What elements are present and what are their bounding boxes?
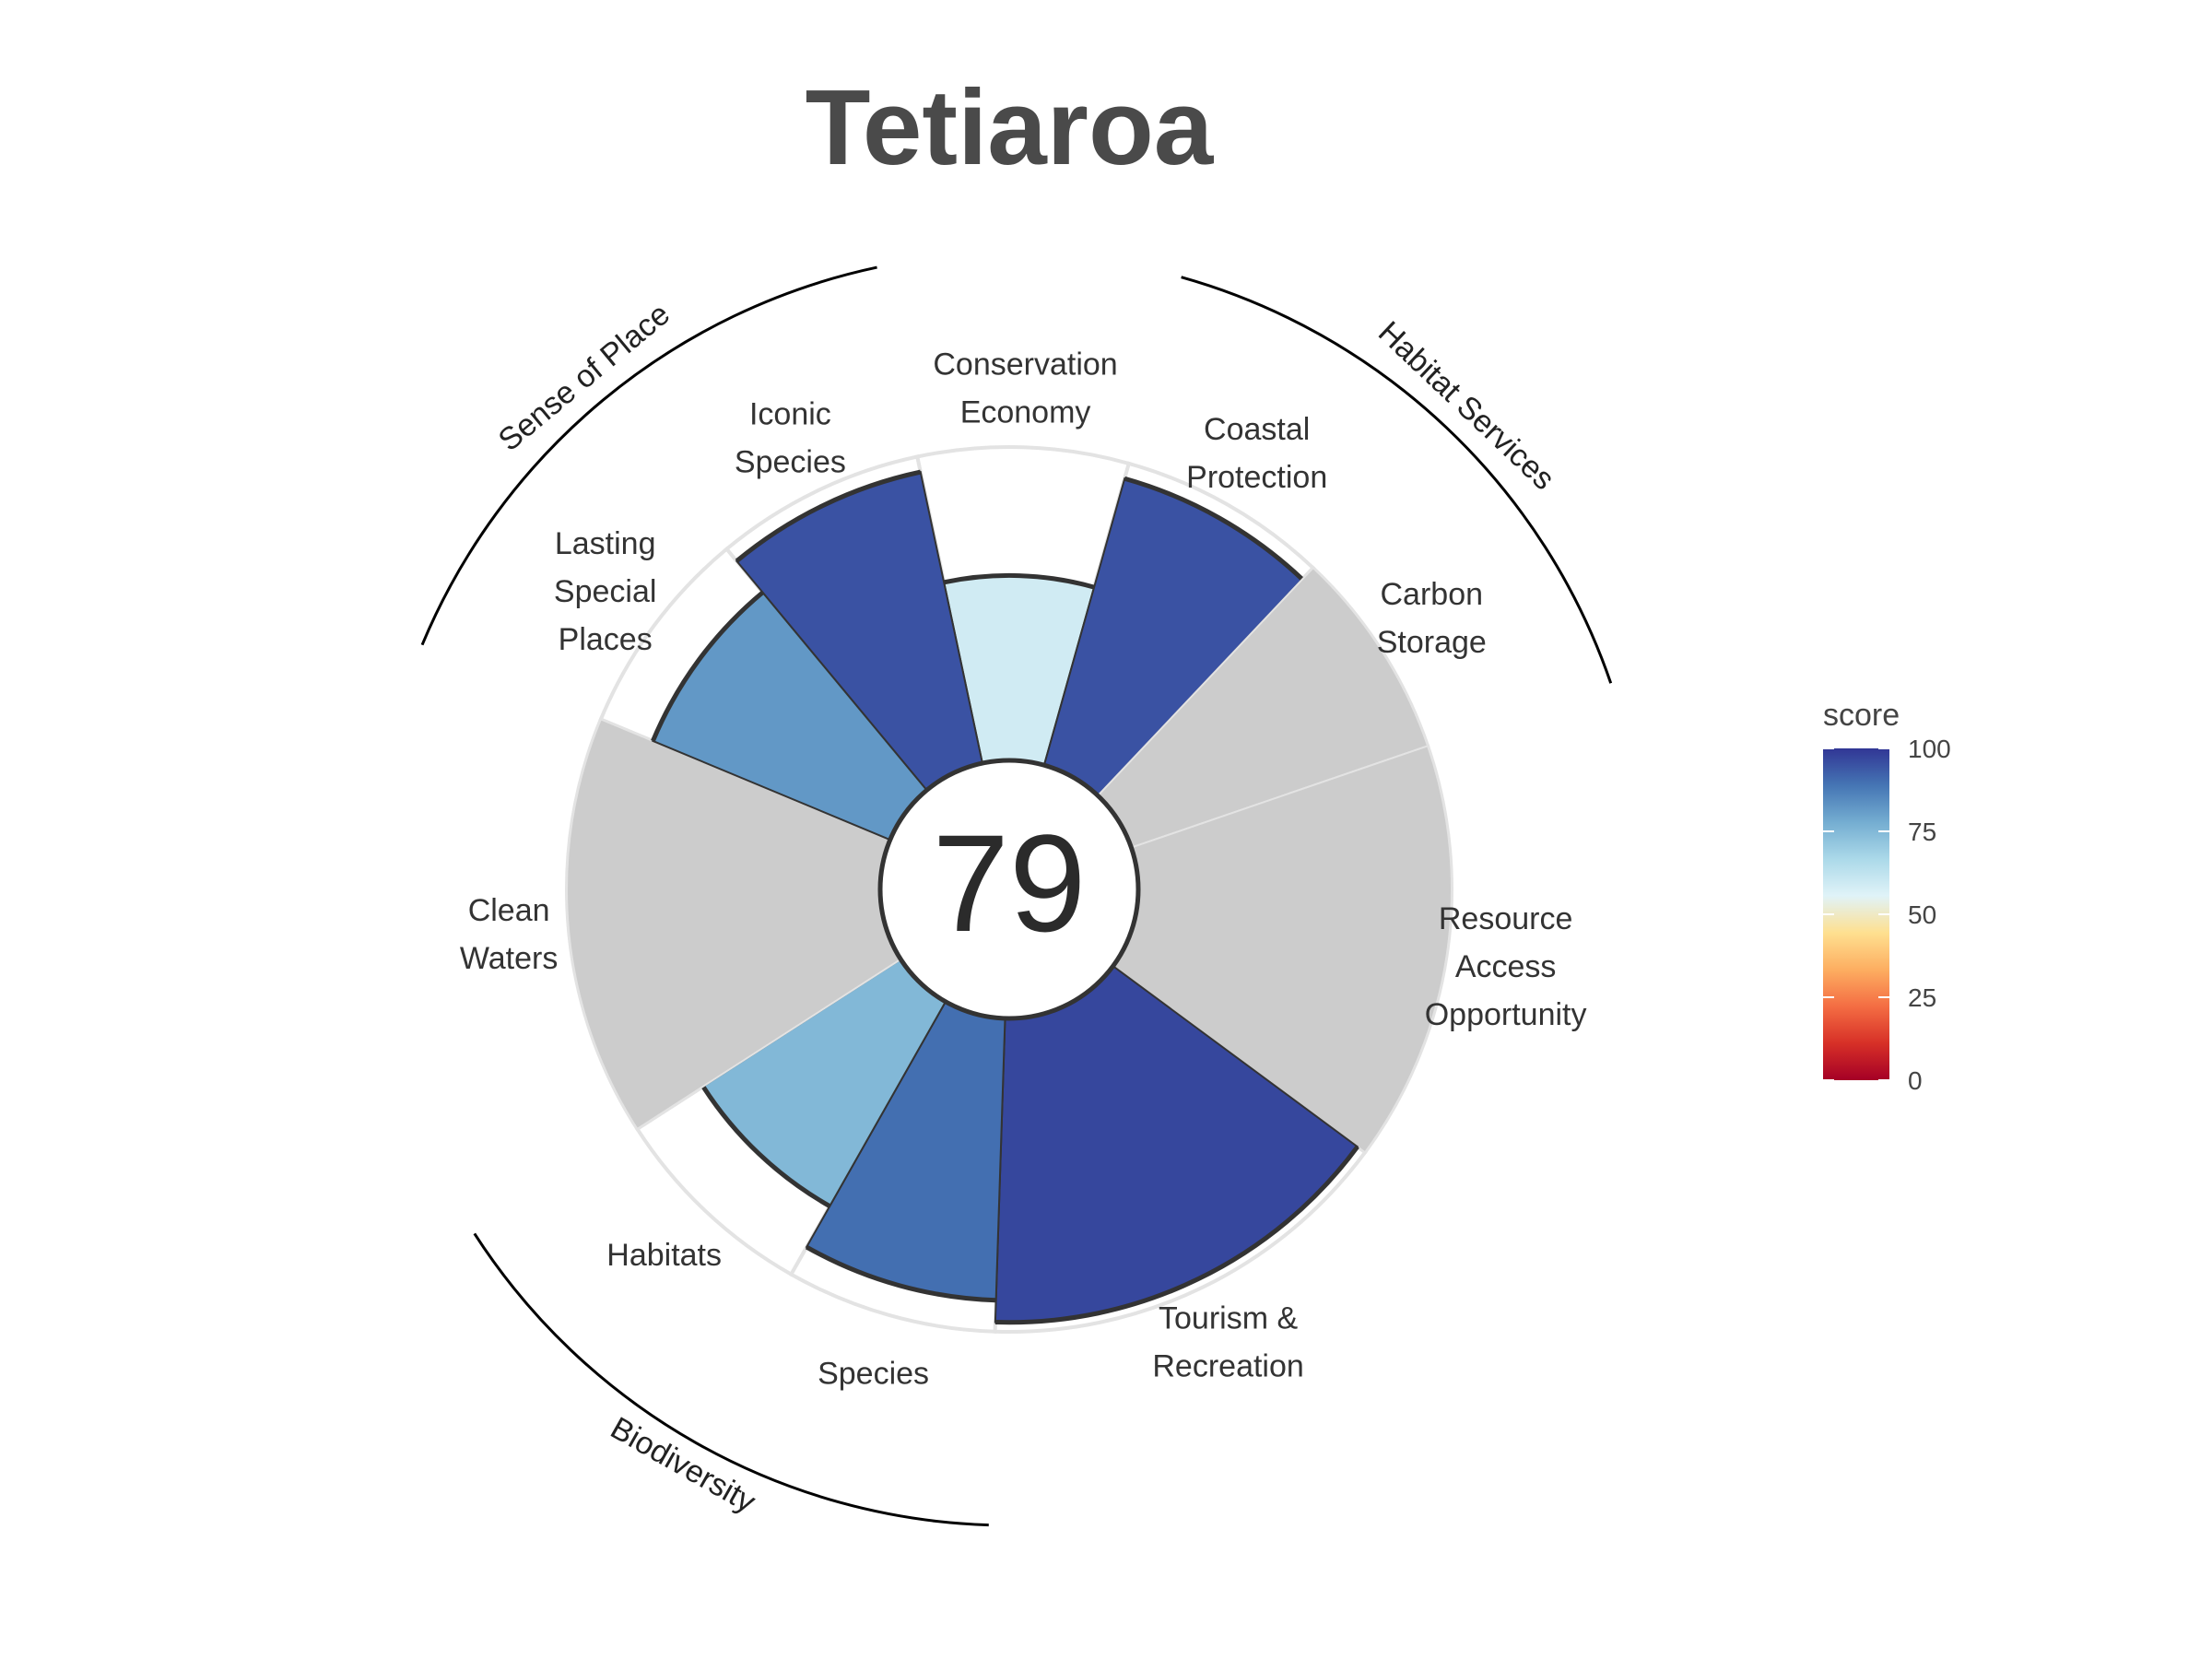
- legend-title: score: [1823, 698, 1900, 733]
- group-label-0: Sense of Place: [492, 297, 677, 458]
- center-circle: [877, 758, 1141, 1021]
- goal-label-1: Coastal Protection: [1186, 412, 1327, 495]
- color-legend: score 100 75 50 25 0: [1823, 698, 1951, 1095]
- legend-tick-2: 50: [1908, 900, 1936, 929]
- goal-label-layer: Conservation Economy Coastal Protection Carb…: [460, 347, 1587, 1391]
- petal-outline-8: [651, 590, 765, 742]
- petal-outline-9: [735, 469, 922, 563]
- group-arc-2: [473, 1232, 989, 1527]
- legend-tick-0: 100: [1908, 735, 1951, 763]
- petal-layer: [566, 469, 1453, 1325]
- petal-outline-5: [805, 1244, 996, 1303]
- goal-label-5: Species: [818, 1357, 929, 1392]
- petal-outline-0: [943, 572, 1095, 590]
- goal-label-9: Iconic Species: [735, 397, 846, 480]
- legend-tick-4: 0: [1908, 1066, 1923, 1095]
- group-label-1: Habitat Services: [1371, 314, 1561, 497]
- petal-outline-1: [1124, 476, 1304, 582]
- goal-label-6: Habitats: [606, 1238, 722, 1273]
- petal-outline-4: [994, 1145, 1359, 1325]
- goal-label-2: Carbon Storage: [1377, 577, 1487, 660]
- group-arc-0: [420, 265, 877, 646]
- goal-label-4: Tourism & Recreation: [1152, 1300, 1303, 1383]
- overall-score: 79: [933, 806, 1087, 960]
- goal-label-0: Conservation Economy: [933, 347, 1117, 429]
- goal-label-8: Lasting Special Places: [554, 526, 657, 657]
- petal-outline-6: [700, 1085, 831, 1208]
- legend-tick-3: 25: [1908, 983, 1936, 1012]
- center-score-group: 79: [877, 758, 1141, 1021]
- goal-label-7: Clean Waters: [460, 893, 558, 976]
- goal-label-3: Resource Access Opportunity: [1425, 901, 1587, 1032]
- group-arc-1: [1181, 276, 1613, 684]
- chart-title: Tetiaroa: [806, 67, 1215, 187]
- legend-tick-1: 75: [1908, 818, 1936, 846]
- legend-ticks: 100 75 50 25 0: [1823, 735, 1951, 1095]
